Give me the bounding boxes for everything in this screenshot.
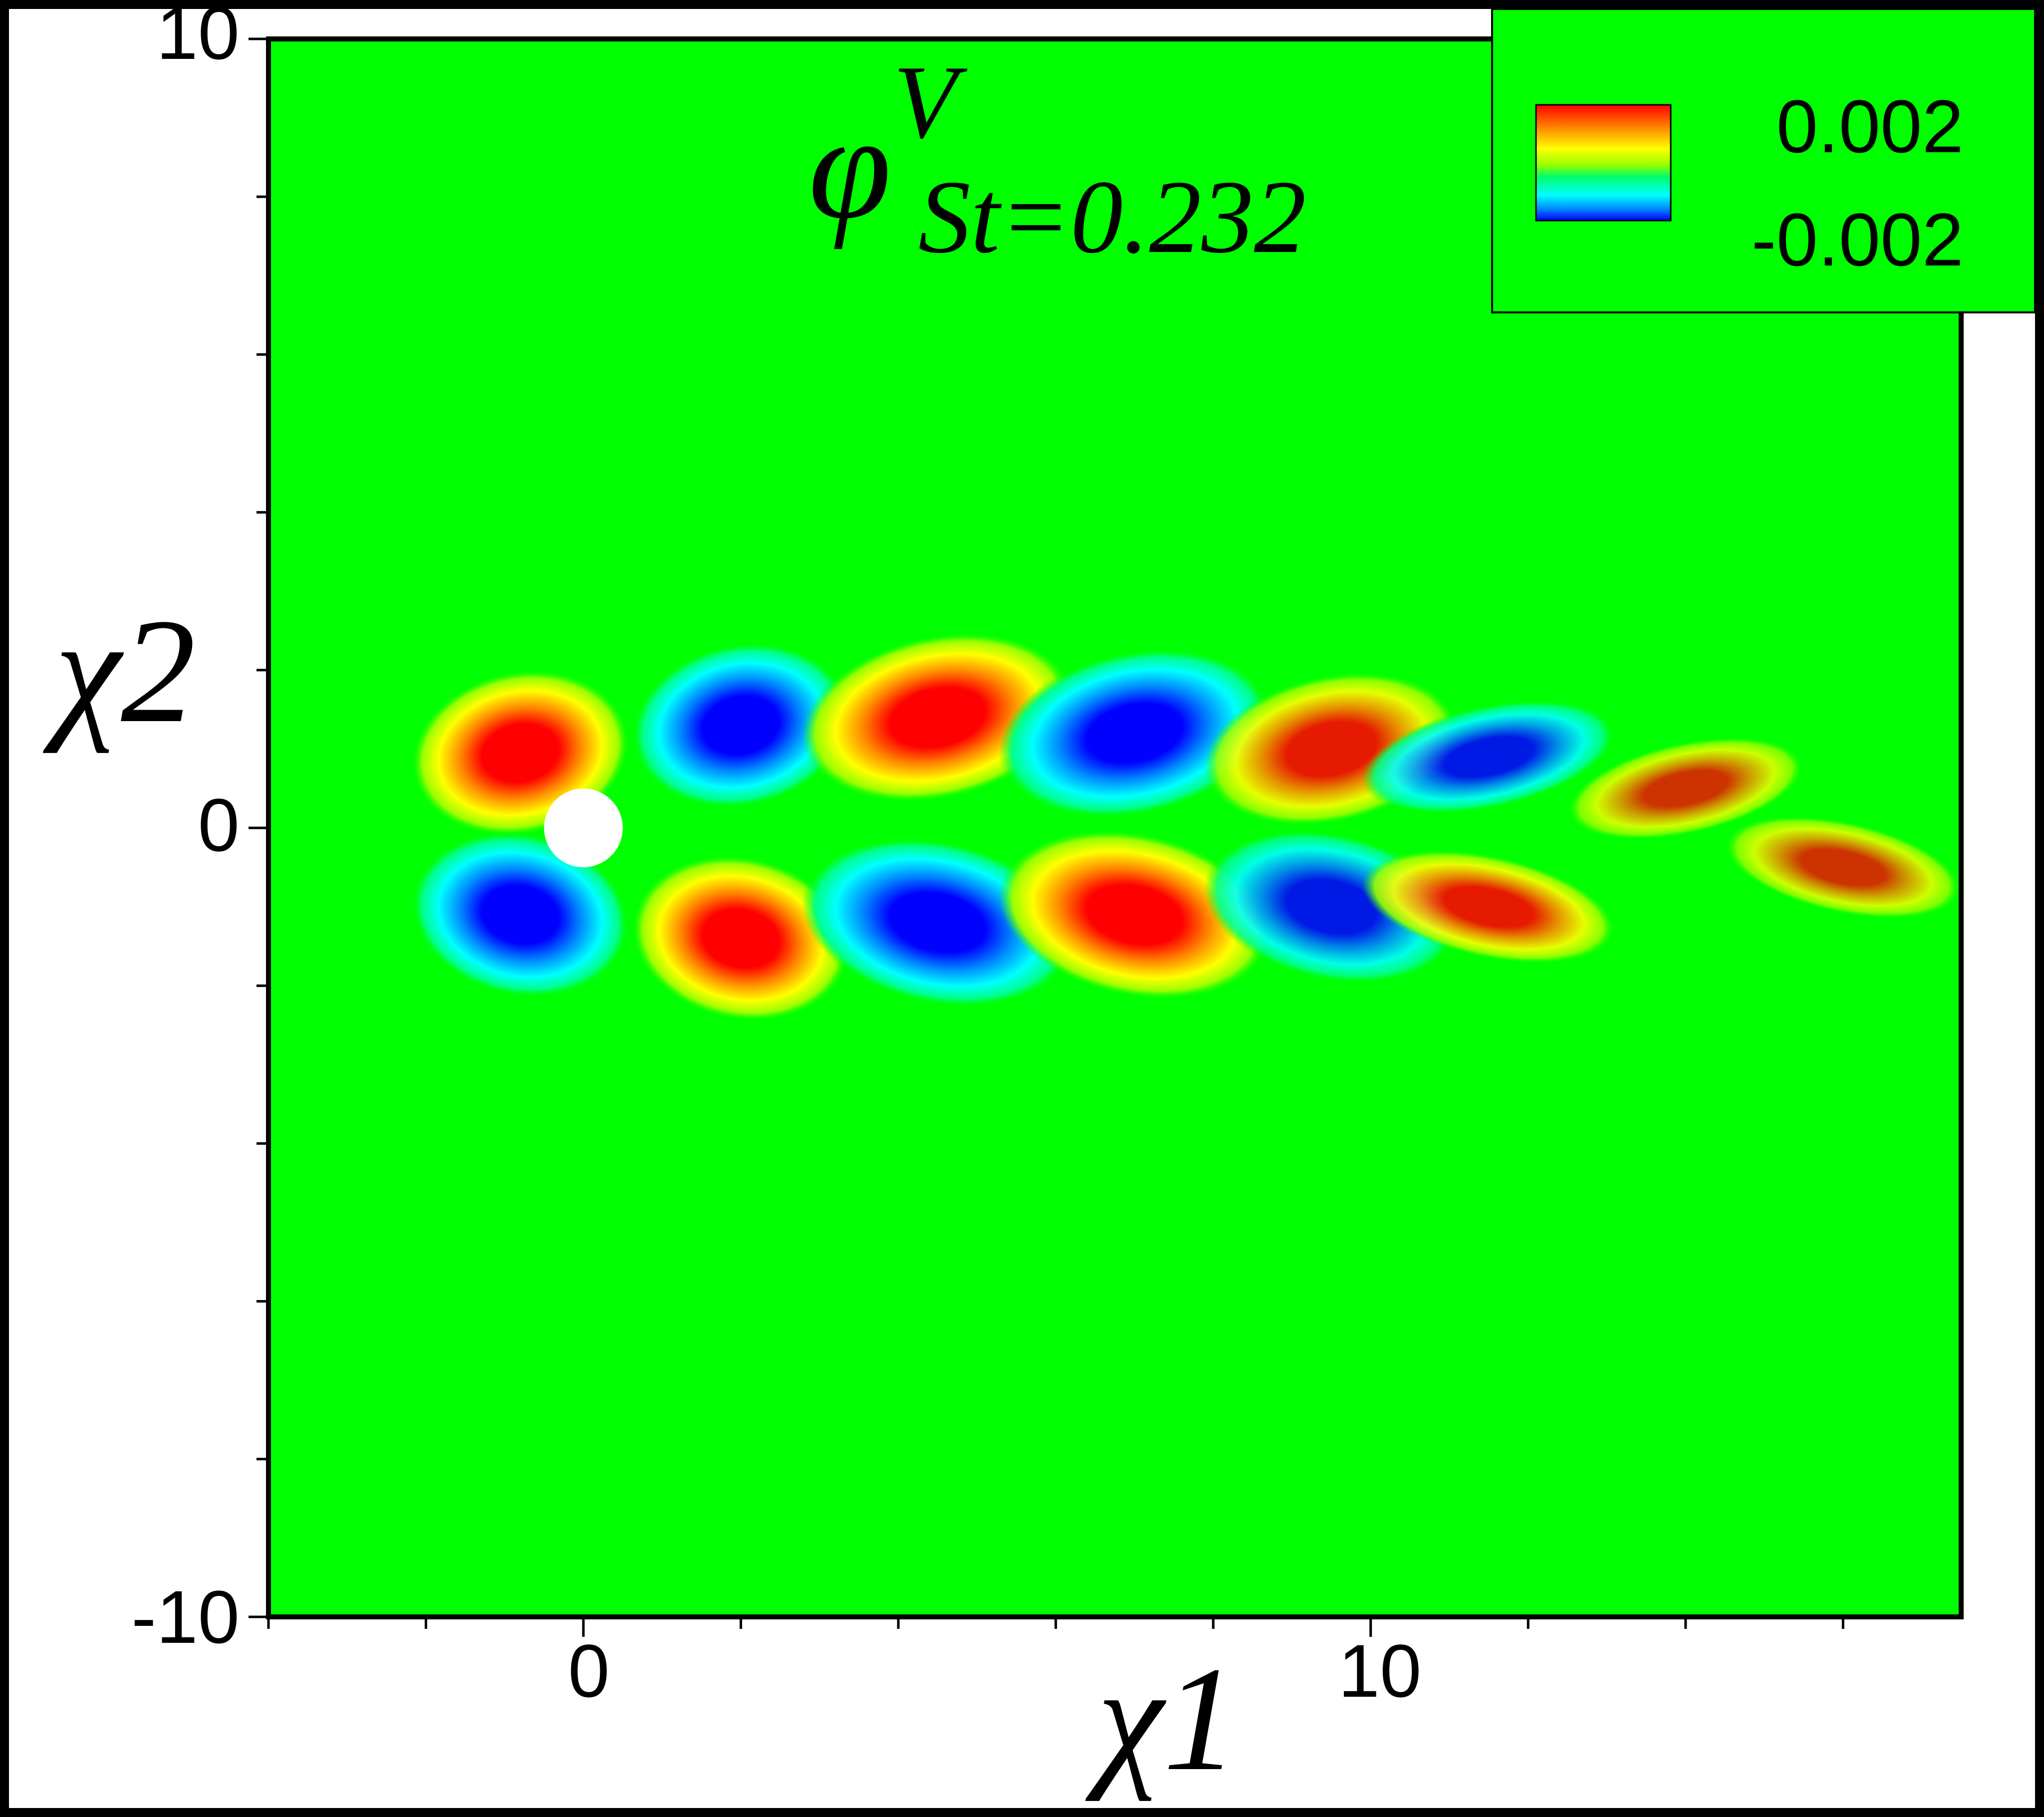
y-axis-label: χ2 [41,588,196,754]
title-symbol: φ [808,84,891,250]
positive-lobe [1567,737,1804,840]
colorbar-max-label: 0.002 [1777,84,1964,168]
title-superscript: V [893,44,968,160]
positive-lobe [999,829,1271,1000]
tick-marks [249,37,1844,1637]
positive-lobe [1725,816,1961,919]
x-tick-label: 10 [1338,1629,1422,1713]
y-tick-label: 0 [198,783,240,867]
title-subscript: St=0.232 [918,159,1306,275]
x-axis-label: χ1 [1083,1636,1238,1802]
negative-lobe [411,831,630,998]
colorbar-legend: 0.002 -0.002 [1491,8,2036,313]
positive-lobe [1362,850,1616,964]
positive-lobe [631,855,850,1022]
negative-lobe [1362,700,1616,814]
colorbar [1535,104,1672,222]
negative-lobe [631,642,850,808]
negative-lobe [999,648,1271,818]
y-tick-label: 10 [156,0,240,75]
cylinder-body [544,788,623,867]
lobes-group [411,632,1961,1022]
colorbar-min-label: -0.002 [1752,198,1964,281]
y-tick-label: -10 [131,1575,240,1659]
x-tick-label: 0 [568,1629,609,1713]
